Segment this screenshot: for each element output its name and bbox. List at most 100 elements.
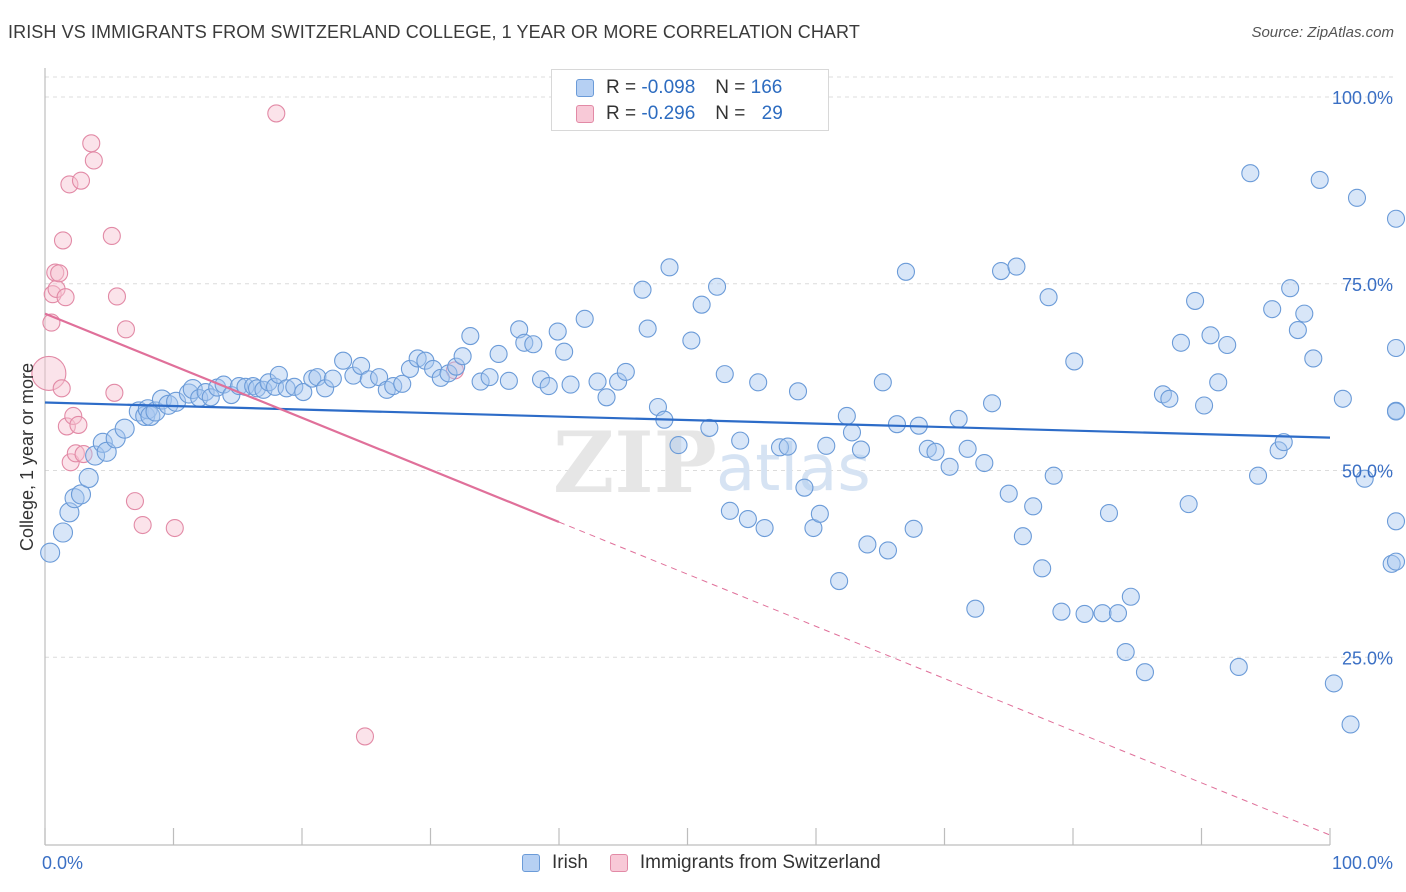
legend-r-label: R =	[606, 103, 637, 124]
watermark-atlas: atlas	[716, 432, 871, 506]
irish-point	[1007, 257, 1026, 276]
swiss-point	[107, 287, 127, 306]
swiss-trend-extension	[558, 521, 1331, 836]
irish-point	[352, 356, 371, 375]
irish-point	[1324, 674, 1343, 693]
irish-point	[294, 383, 313, 402]
irish-point	[669, 436, 688, 455]
irish-point	[588, 372, 607, 391]
swiss-series	[31, 104, 464, 746]
irish-point	[1386, 552, 1406, 571]
irish-point	[1093, 604, 1112, 623]
irish-point	[842, 423, 862, 442]
irish-point	[1052, 602, 1071, 621]
watermark: ZIP atlas	[553, 413, 871, 512]
irish-point	[616, 362, 635, 381]
irish-point	[453, 347, 472, 366]
irish-point	[1108, 604, 1128, 623]
irish-point	[720, 501, 739, 520]
irish-point	[1201, 326, 1220, 345]
irish-point	[940, 457, 959, 476]
legend-n-label: N =	[715, 77, 746, 98]
irish-point	[201, 388, 220, 407]
bottom-legend: Irish Immigrants from Switzerland	[522, 852, 903, 874]
y-tick-label: 25.0%	[1342, 648, 1393, 668]
irish-point	[731, 431, 750, 450]
legend-row-swiss: R = -0.296 N = 29	[576, 102, 783, 126]
irish-point	[1121, 587, 1140, 606]
irish-point	[975, 453, 994, 473]
irish-point	[660, 258, 679, 277]
irish-point	[597, 388, 616, 407]
irish-point	[1195, 396, 1214, 415]
swiss-point	[71, 171, 91, 190]
irish-point	[196, 383, 215, 402]
swiss-point	[64, 406, 83, 426]
legend-n-value: 166	[750, 77, 783, 98]
swiss-point	[56, 288, 75, 307]
irish-point	[269, 365, 288, 384]
irish-point	[1386, 338, 1406, 358]
irish-point	[515, 333, 534, 352]
swiss-trend-line	[44, 312, 560, 524]
swiss-point	[355, 727, 375, 746]
irish-point	[64, 488, 85, 509]
irish-point	[817, 436, 836, 455]
irish-point	[887, 415, 907, 434]
bottom-legend-swatch-swiss	[609, 854, 628, 872]
irish-point	[1386, 512, 1406, 531]
legend-row-irish: R = -0.098 N = 166	[576, 76, 782, 100]
irish-point	[609, 372, 628, 391]
irish-point	[393, 374, 412, 393]
swiss-point	[105, 383, 124, 402]
irish-point	[638, 319, 657, 338]
swiss-point	[52, 379, 71, 398]
irish-point	[471, 372, 490, 391]
legend: R = -0.098 N = 166 R = -0.296 N = 29	[551, 69, 829, 131]
irish-point	[896, 262, 916, 281]
irish-point	[1039, 288, 1058, 307]
irish-point	[548, 322, 567, 341]
irish-point	[837, 406, 856, 426]
irish-series	[40, 164, 1406, 734]
irish-point	[904, 519, 923, 538]
y-axis-title: College, 1 year or more	[17, 363, 37, 551]
irish-point	[265, 377, 285, 396]
legend-r-value: -0.296	[641, 103, 696, 124]
irish-point	[1355, 469, 1374, 488]
irish-point	[400, 359, 419, 378]
irish-point	[858, 535, 877, 554]
irish-point	[778, 437, 797, 456]
irish-point	[1179, 495, 1198, 514]
swiss-point	[84, 151, 103, 170]
legend-swatch-irish	[576, 79, 594, 97]
tick-labels: 100.0% 75.0% 50.0% 25.0% 0.0% 100.0%	[42, 88, 1393, 873]
bottom-legend-swiss: Immigrants from Switzerland	[609, 852, 881, 874]
legend-r-value: -0.098	[641, 77, 696, 98]
swiss-point	[116, 320, 136, 339]
irish-point	[966, 599, 985, 618]
irish-point	[575, 309, 594, 328]
irish-point	[755, 518, 774, 538]
irish-point	[1229, 657, 1248, 677]
swiss-point	[133, 515, 152, 535]
irish-point	[510, 320, 529, 339]
irish-point	[1135, 663, 1155, 682]
swiss-point	[61, 453, 80, 472]
irish-point	[1386, 402, 1406, 421]
irish-point	[830, 572, 849, 591]
legend-r-label: R =	[606, 77, 637, 98]
swiss-point	[57, 417, 76, 436]
irish-point	[1065, 352, 1084, 371]
chart-title: IRISH VS IMMIGRANTS FROM SWITZERLAND COL…	[8, 22, 860, 42]
irish-point	[788, 382, 808, 401]
irish-point	[770, 438, 790, 457]
irish-point	[878, 541, 898, 560]
swiss-point	[165, 518, 184, 538]
irish-point	[1263, 300, 1282, 319]
irish-point	[958, 439, 977, 458]
irish-point	[316, 379, 335, 398]
irish-point	[1033, 559, 1052, 578]
irish-point	[700, 418, 719, 437]
irish-point	[738, 510, 757, 529]
